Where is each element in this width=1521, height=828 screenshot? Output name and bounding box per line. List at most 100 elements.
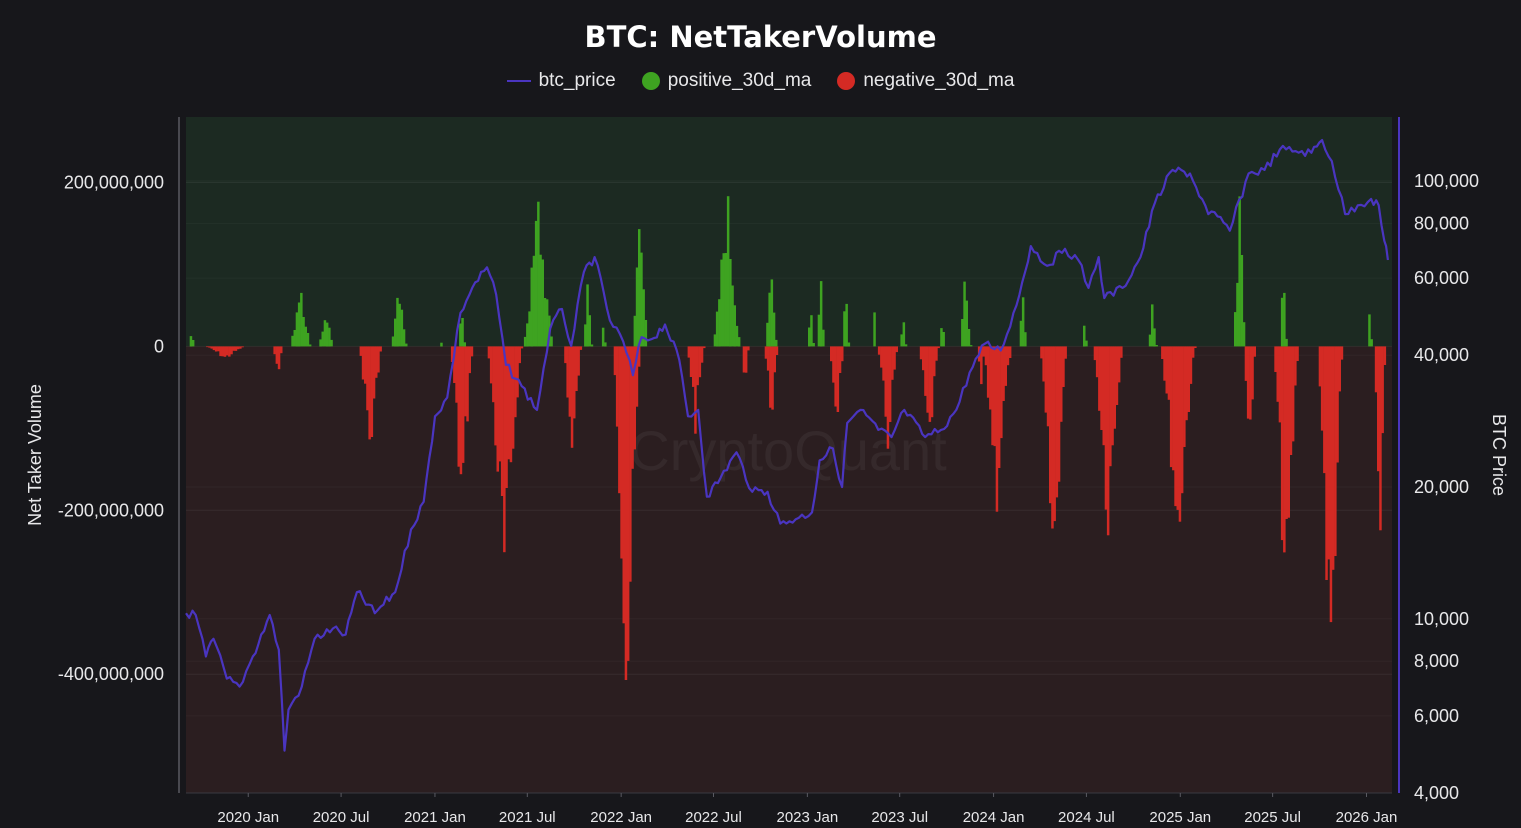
negative-bar: [1178, 346, 1182, 522]
negative-bar: [1278, 346, 1282, 423]
negative-bar: [1172, 346, 1175, 471]
negative-bar: [577, 346, 580, 376]
positive-bar: [847, 342, 851, 347]
negative-bar: [993, 346, 996, 447]
negative-bar: [838, 346, 842, 373]
negative-bar: [1174, 346, 1177, 507]
negative-bar: [700, 346, 704, 363]
negative-bar: [613, 346, 617, 376]
positive-bar: [1285, 338, 1288, 347]
positive-bar: [902, 322, 906, 347]
x-tick-label: 2024 Jul: [1058, 809, 1115, 826]
negative-bar: [379, 346, 382, 352]
positive-bar: [308, 344, 312, 347]
negative-bar: [626, 346, 630, 661]
negative-bar: [1100, 346, 1103, 430]
positive-bar: [291, 335, 294, 347]
negative-bar: [489, 346, 493, 384]
negative-bar: [888, 346, 892, 422]
positive-bar: [302, 317, 305, 347]
negative-bar: [629, 346, 632, 582]
legend-item-btc-price[interactable]: btc_price: [506, 70, 616, 92]
positive-bar: [940, 328, 943, 347]
y-right-axis-title: BTC Price: [1489, 414, 1509, 496]
positive-bar: [810, 315, 813, 347]
legend-item-positive[interactable]: positive_30d_ma: [641, 70, 811, 92]
positive-bar: [405, 343, 408, 347]
negative-bar: [234, 346, 238, 351]
negative-bar: [221, 346, 224, 357]
positive-bar: [330, 339, 333, 347]
negative-bar: [1117, 346, 1121, 383]
negative-bar: [1095, 346, 1099, 378]
negative-bar: [509, 346, 513, 463]
negative-bar: [928, 346, 932, 422]
negative-bar: [275, 346, 279, 364]
positive-bar: [1283, 292, 1286, 347]
positive-bar: [633, 315, 637, 347]
negative-bar: [375, 346, 378, 378]
positive-bar: [537, 201, 540, 347]
positive-bar: [715, 311, 719, 347]
negative-bar: [1004, 346, 1007, 386]
positive-bar: [1240, 255, 1244, 347]
negative-bar: [219, 346, 222, 357]
negative-bar: [1008, 346, 1012, 358]
negative-bar: [742, 346, 746, 373]
positive-bar: [729, 259, 732, 347]
negative-bar: [1055, 346, 1059, 498]
positive-bar: [735, 325, 739, 347]
positive-bar: [969, 345, 973, 347]
negative-bar: [696, 346, 699, 386]
negative-bar: [1191, 346, 1195, 358]
positive-bar: [1155, 345, 1158, 347]
negative-bar: [1000, 346, 1003, 439]
positive-bar: [590, 344, 594, 347]
negative-bar: [566, 346, 569, 398]
negative-bar: [747, 346, 750, 351]
negative-bar: [1244, 346, 1248, 381]
x-tick-label: 2021 Jul: [499, 809, 556, 826]
negative-bar: [564, 346, 567, 364]
positive-bar: [321, 331, 324, 347]
positive-bar: [396, 297, 399, 347]
negative-bar: [1106, 346, 1110, 536]
negative-bar: [464, 346, 467, 417]
negative-bar: [631, 346, 634, 469]
positive-bar: [644, 320, 648, 347]
positive-bar: [817, 314, 821, 347]
negative-bar: [1329, 346, 1333, 623]
negative-bar: [579, 346, 583, 350]
negative-bar: [884, 346, 887, 417]
negative-bar: [223, 346, 227, 357]
positive-bar: [638, 229, 641, 347]
negative-bar: [830, 346, 833, 362]
y-left-tick-label: 0: [154, 336, 164, 356]
positive-bar: [588, 315, 591, 347]
positive-bar: [402, 329, 406, 347]
negative-bar: [518, 346, 521, 364]
negative-bar: [236, 346, 240, 350]
positive-bar: [961, 319, 964, 347]
negative-bar: [997, 346, 1001, 468]
positive-bar: [965, 300, 968, 347]
positive-bar: [304, 326, 307, 347]
positive-bar: [713, 334, 717, 347]
negative-bar: [924, 346, 927, 396]
negative-bar: [1165, 346, 1168, 394]
negative-bar: [208, 346, 211, 348]
negative-bar: [618, 346, 621, 494]
negative-bar: [1338, 346, 1341, 392]
negative-bar: [498, 346, 502, 462]
negative-background: [186, 346, 1392, 793]
positive-bar: [584, 324, 587, 347]
positive-bar: [720, 259, 723, 347]
legend-dot-icon: [837, 72, 856, 90]
positive-bar: [1238, 196, 1241, 347]
y-left-tick-label: 200,000,000: [64, 173, 164, 193]
legend-item-negative[interactable]: negative_30d_ma: [837, 70, 1014, 92]
negative-bar: [769, 346, 772, 408]
positive-bar: [845, 303, 848, 347]
negative-bar: [1189, 346, 1193, 384]
